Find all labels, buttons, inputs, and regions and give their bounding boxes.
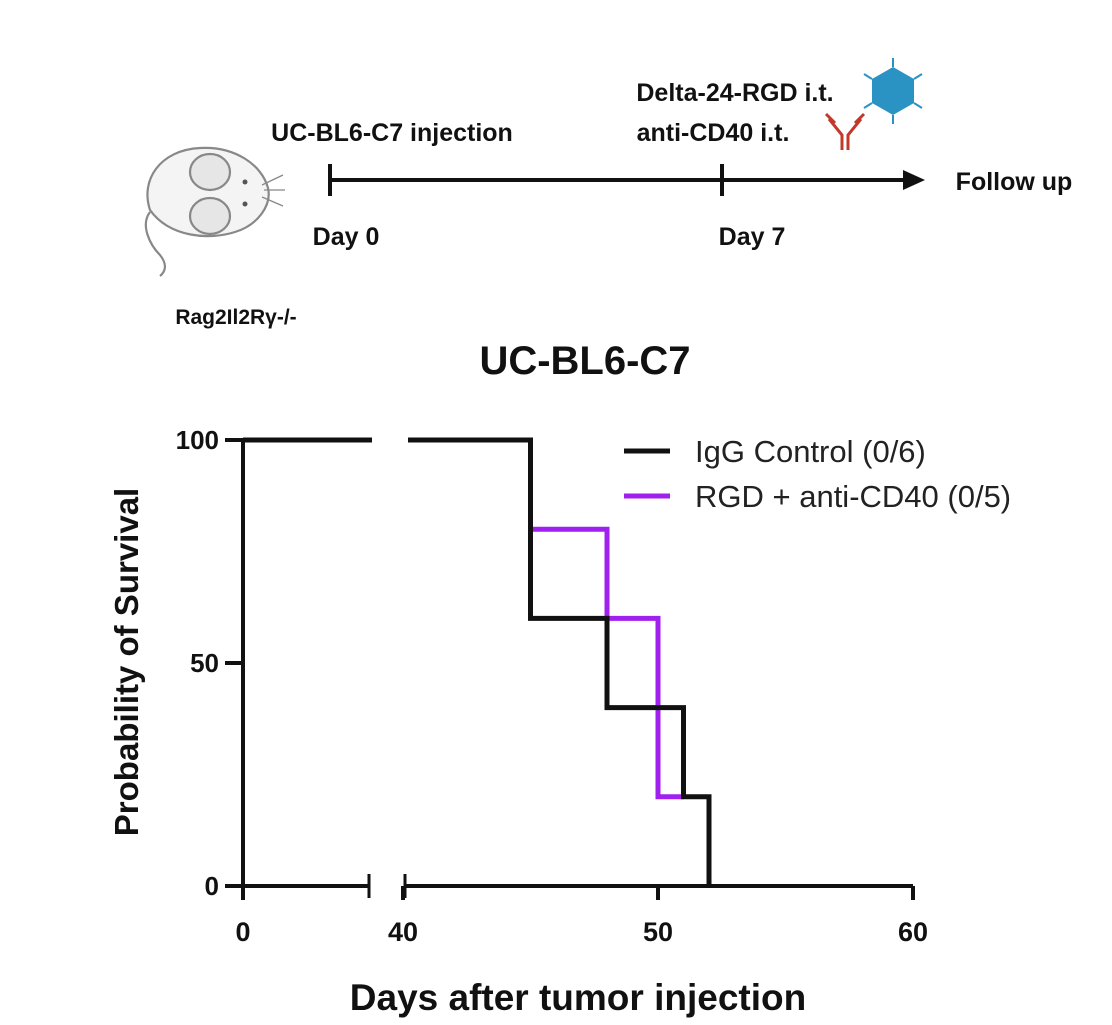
x-tick-label: 0 [235, 917, 250, 947]
timeline-arrow [328, 164, 925, 196]
treatment-line1: Delta-24-RGD i.t. [636, 79, 833, 107]
y-tick-label: 50 [190, 648, 219, 678]
mouse-icon [144, 146, 285, 277]
x-tick-label: 60 [898, 917, 928, 947]
treatment-line2: anti-CD40 i.t. [637, 119, 790, 147]
x-tick-label: 40 [388, 917, 418, 947]
chart-axes: 0 50 100 0 40 50 60 [176, 425, 928, 947]
virus-icon [863, 58, 923, 124]
mouse-strain-label: Rag2Il2Rγ-/- [175, 306, 296, 329]
followup-label: Follow up [956, 168, 1073, 196]
antibody-icon [824, 112, 866, 150]
legend-label: RGD + anti-CD40 (0/5) [695, 479, 1011, 514]
injection-label: UC-BL6-C7 injection [271, 119, 513, 147]
chart-series [243, 432, 712, 886]
chart-title: UC-BL6-C7 [479, 339, 690, 383]
x-tick-label: 50 [643, 917, 673, 947]
chart-legend: IgG Control (0/6) RGD + anti-CD40 (0/5) [624, 434, 1011, 514]
legend-label: IgG Control (0/6) [695, 434, 926, 469]
y-axis-label: Probability of Survival [108, 488, 145, 836]
y-tick-label: 0 [205, 871, 219, 901]
series-line [243, 437, 684, 800]
day0-label: Day 0 [313, 223, 380, 251]
x-axis-label: Days after tumor injection [350, 977, 806, 1018]
y-tick-label: 100 [176, 425, 219, 455]
axis-break-gap [372, 432, 408, 448]
day7-label: Day 7 [719, 223, 786, 251]
series-line [243, 437, 712, 886]
